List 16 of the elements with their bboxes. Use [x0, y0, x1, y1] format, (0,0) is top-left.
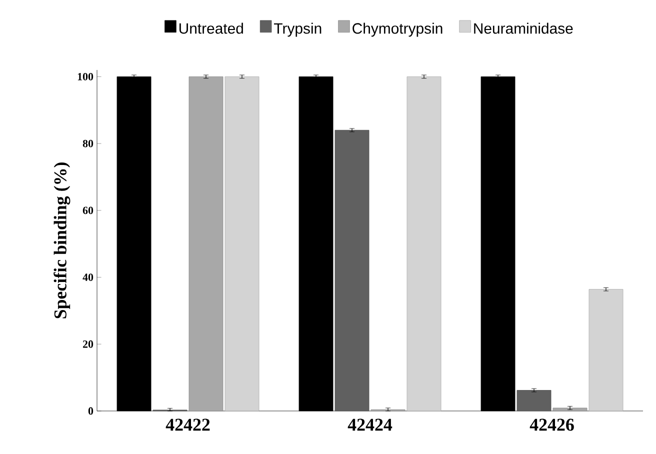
legend-label: Chymotrypsin: [352, 22, 442, 37]
y-axis-title: Specific binding (%): [54, 162, 70, 318]
legend-label: Neuraminidase: [474, 22, 573, 34]
x-tick-label: 42422: [166, 418, 210, 431]
y-tick-label: 80: [82, 140, 94, 148]
y-tick-label: 20: [82, 340, 94, 348]
y-tick-label: 0: [88, 407, 94, 415]
y-tick-label: 60: [82, 206, 94, 214]
y-tick-label: 40: [82, 274, 94, 281]
legend-label: Trypsin: [274, 22, 322, 37]
y-tick-label: 100: [78, 72, 94, 80]
legend-label: Untreated: [179, 22, 243, 34]
bar: [516, 390, 552, 412]
bar: [334, 130, 370, 412]
x-tick-label: 42424: [348, 418, 392, 431]
x-tick-label: 42426: [530, 418, 574, 431]
